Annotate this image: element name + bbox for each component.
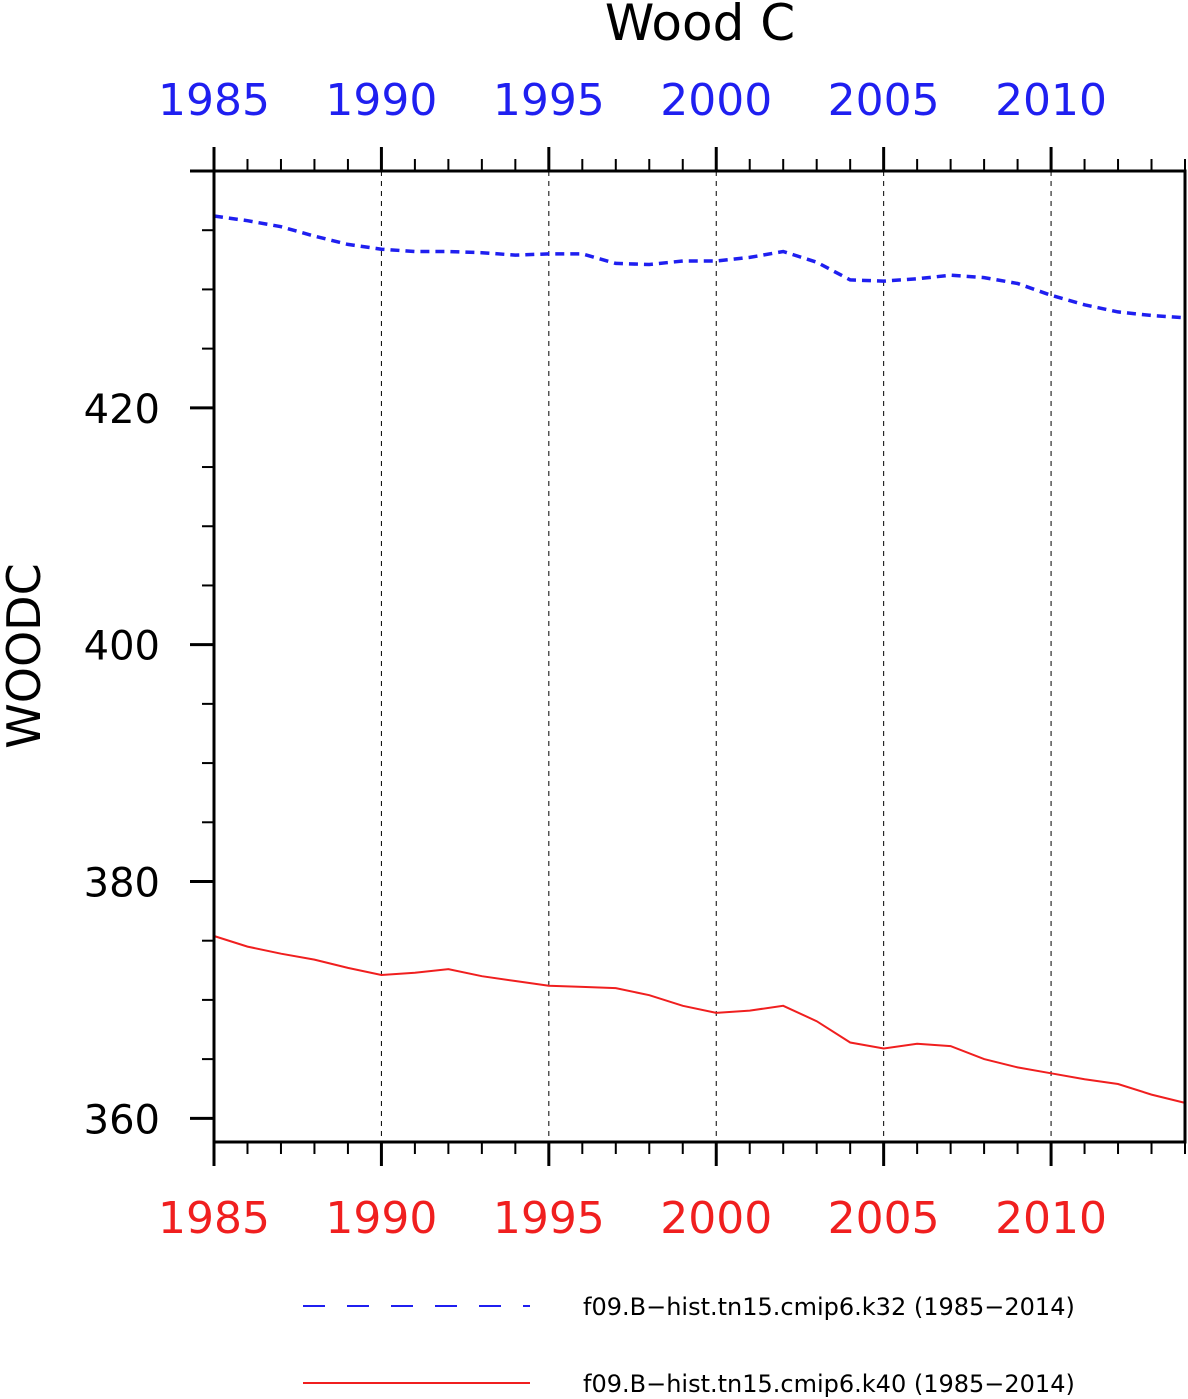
x-tick-label-top: 2000	[660, 75, 772, 126]
y-tick-label: 420	[84, 387, 160, 433]
top-tick-labels: 1985 1990 1995 2000 2005 2010	[158, 75, 1107, 126]
x-tick-label-top: 2005	[828, 75, 940, 126]
x-tick-label-bottom: 2000	[660, 1193, 772, 1244]
x-tick-label-bottom: 2010	[995, 1193, 1107, 1244]
x-tick-label-bottom: 2005	[828, 1193, 940, 1244]
y-axis-label: WOODC	[0, 563, 51, 748]
x-tick-label-top: 1985	[158, 75, 270, 126]
chart-title: Wood C	[605, 0, 795, 52]
x-tick-label-bottom: 1995	[493, 1193, 605, 1244]
y-tick-label: 380	[84, 860, 160, 906]
x-tick-label-bottom: 1990	[325, 1193, 437, 1244]
y-tick-label: 400	[84, 624, 160, 670]
legend-label-1: f09.B−hist.tn15.cmip6.k32 (1985−2014)	[583, 1293, 1075, 1321]
grid-lines	[380, 171, 1052, 1142]
legend-label-2: f09.B−hist.tn15.cmip6.k40 (1985−2014)	[583, 1370, 1075, 1398]
x-tick-label-top: 2010	[995, 75, 1107, 126]
y-tick-labels: 360 380 400 420	[84, 387, 160, 1143]
x-tick-label-top: 1990	[325, 75, 437, 126]
plot-frame	[212, 169, 1187, 1144]
x-tick-label-bottom: 1985	[158, 1193, 270, 1244]
plot-series	[213, 214, 1186, 1104]
bottom-tick-labels: 1985 1990 1995 2000 2005 2010	[158, 1193, 1107, 1244]
series-line-2	[213, 935, 1186, 1104]
x-tick-label-top: 1995	[493, 75, 605, 126]
legend: f09.B−hist.tn15.cmip6.k32 (1985−2014) f09…	[303, 1293, 1075, 1398]
series-line-1	[213, 214, 1186, 320]
y-tick-label: 360	[84, 1097, 160, 1143]
axis-ticks	[190, 147, 1186, 1166]
